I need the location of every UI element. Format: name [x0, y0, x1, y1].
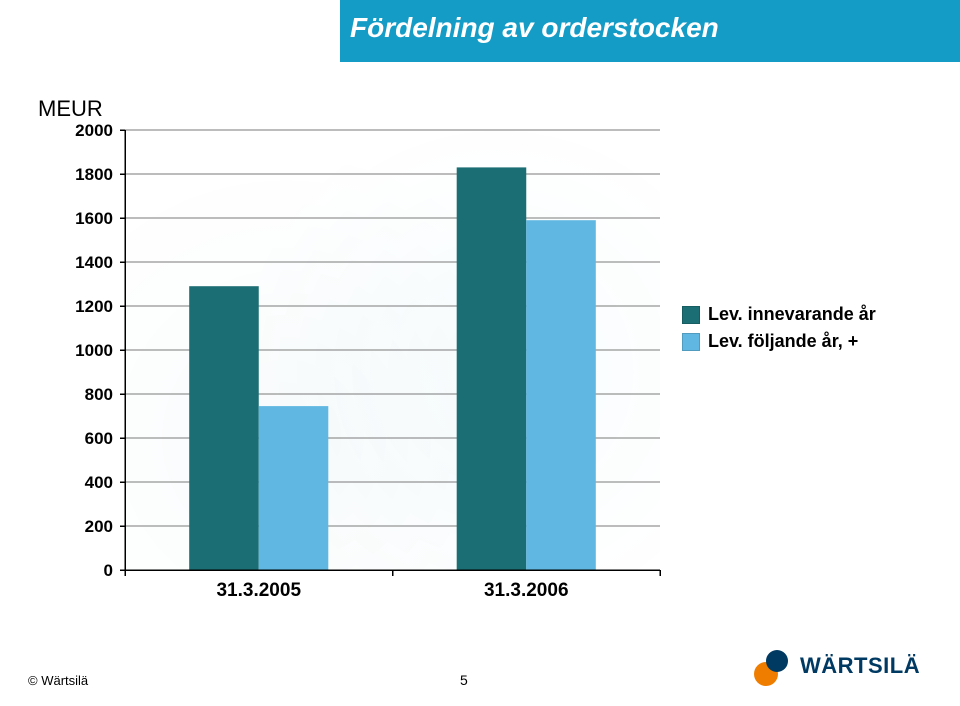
svg-text:600: 600 — [85, 429, 113, 448]
bar — [457, 167, 527, 570]
bar-chart: 0200400600800100012001400160018002000 31… — [70, 130, 660, 590]
svg-text:1800: 1800 — [75, 165, 113, 184]
logo-mark-icon — [752, 646, 792, 686]
svg-text:1000: 1000 — [75, 341, 113, 360]
y-axis-title: MEUR — [38, 96, 103, 122]
x-category-labels: 31.3.2005 31.3.2006 — [216, 580, 568, 601]
svg-text:1400: 1400 — [75, 253, 113, 272]
svg-text:2000: 2000 — [75, 121, 113, 140]
svg-text:400: 400 — [85, 473, 113, 492]
y-tick-labels: 0 200 400 600 800 1000 1200 1400 1600 1800 2000 — [75, 121, 113, 580]
wartsila-logo: WÄRTSILÄ — [752, 642, 932, 690]
legend: Lev. innevarande år Lev. följande år, + — [682, 304, 876, 358]
svg-text:800: 800 — [85, 385, 113, 404]
legend-item: Lev. innevarande år — [682, 304, 876, 325]
legend-swatch-icon — [682, 333, 700, 351]
svg-text:31.3.2006: 31.3.2006 — [484, 580, 569, 601]
svg-text:200: 200 — [85, 517, 113, 536]
page-title: Fördelning av orderstocken — [350, 12, 719, 44]
header-left-white — [0, 0, 340, 62]
svg-text:31.3.2005: 31.3.2005 — [216, 580, 301, 601]
legend-item: Lev. följande år, + — [682, 331, 876, 352]
legend-label: Lev. innevarande år — [708, 304, 876, 325]
bar — [526, 220, 596, 570]
plot-area: 0200400600800100012001400160018002000 31… — [125, 130, 660, 570]
bars-group — [189, 167, 596, 570]
bar — [259, 406, 329, 570]
page-number: 5 — [460, 672, 468, 688]
bar — [189, 286, 259, 570]
svg-text:0: 0 — [104, 561, 113, 580]
legend-swatch-icon — [682, 306, 700, 324]
legend-label: Lev. följande år, + — [708, 331, 858, 352]
chart-svg: 0200400600800100012001400160018002000 31… — [125, 130, 660, 600]
svg-text:1600: 1600 — [75, 209, 113, 228]
svg-text:1200: 1200 — [75, 297, 113, 316]
slide: Fördelning av orderstocken MEUR 02004006… — [0, 0, 960, 706]
copyright-text: © Wärtsilä — [28, 673, 88, 688]
logo-wordmark: WÄRTSILÄ — [800, 653, 920, 679]
